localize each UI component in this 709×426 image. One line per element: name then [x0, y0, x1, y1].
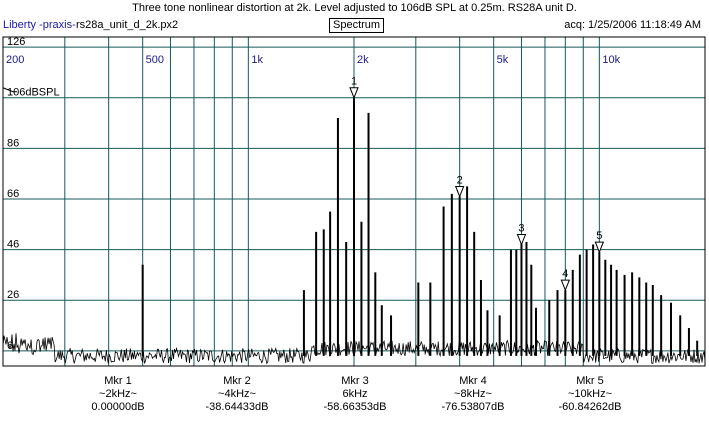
y-tick-label: 26	[7, 289, 19, 301]
marker-frequency: 6kHz	[342, 388, 368, 400]
marker-value: 0.00000dB	[91, 401, 145, 413]
marker-number: 3	[518, 223, 524, 235]
marker-number: 5	[596, 230, 602, 242]
marker-name: Mkr 4	[459, 375, 487, 387]
x-tick-label: 5k	[497, 54, 509, 66]
marker-name: Mkr 2	[223, 375, 251, 387]
marker-frequency: ~4kHz~	[218, 388, 256, 400]
marker-value: -38.64433dB	[205, 401, 269, 413]
chart-title: Three tone nonlinear distortion at 2k. L…	[132, 2, 577, 14]
marker-number: 4	[562, 268, 568, 280]
marker-number: 2	[457, 174, 463, 186]
marker-triangle	[560, 279, 571, 292]
marker-readout: Mkr 5 ~10kHz~ -60.84262dB	[535, 375, 645, 414]
reference-level-flag	[2, 87, 17, 93]
x-tick-label: 500	[146, 54, 164, 66]
acquisition-timestamp: acq: 1/25/2006 11:18:49 AM	[564, 19, 701, 31]
x-tick-label: 10k	[602, 54, 620, 66]
app-name-link[interactable]: Liberty -praxis-	[3, 19, 76, 31]
marker-readout: Mkr 2 ~4kHz~ -38.64433dB	[182, 375, 292, 414]
grid-lines	[3, 37, 705, 366]
axis-tick-labels: 200 500 1k 2k 5k 10k 126 106dBSPL 86 66 46 26 6	[2, 36, 621, 352]
marker-value: -76.53807dB	[441, 401, 505, 413]
marker-value: -60.84262dB	[558, 401, 622, 413]
marker-name: Mkr 5	[576, 375, 604, 387]
x-tick-label: 2k	[357, 54, 369, 66]
marker-value: -58.66353dB	[323, 401, 387, 413]
y-tick-label: 6	[7, 340, 13, 352]
marker-frequency: ~10kHz~	[567, 388, 613, 400]
spectrum-trace	[2, 97, 706, 365]
marker-frequency: ~8kHz~	[454, 388, 492, 400]
y-tick-label: 126	[7, 36, 25, 48]
marker-triangle	[454, 185, 465, 198]
marker-frequency: ~2kHz~	[99, 388, 137, 400]
marker-readout: Mkr 4 ~8kHz~ -76.53807dB	[418, 375, 528, 414]
marker-readout: Mkr 1 ~2kHz~ 0.00000dB	[63, 375, 173, 414]
marker-number: 1	[351, 76, 357, 88]
marker-triangle	[516, 234, 527, 246]
y-tick-label: 106dBSPL	[7, 87, 60, 99]
y-tick-label: 46	[7, 239, 19, 251]
y-tick-label: 86	[7, 137, 19, 149]
marker-readout: Mkr 3 6kHz -58.66353dB	[300, 375, 410, 414]
x-tick-label: 1k	[251, 54, 263, 66]
view-mode-label[interactable]: Spectrum	[329, 18, 385, 33]
x-tick-label: 200	[6, 54, 24, 66]
marker-triangle	[349, 87, 359, 100]
plot-frame	[2, 36, 706, 367]
marker-name: Mkr 1	[104, 375, 132, 387]
y-tick-label: 66	[7, 188, 19, 200]
file-name-label: rs28a_unit_d_2k.px2	[76, 19, 179, 31]
marker-flags: 1 2 3 4 5	[349, 76, 605, 292]
marker-triangle	[594, 241, 605, 254]
marker-name: Mkr 3	[341, 375, 369, 387]
